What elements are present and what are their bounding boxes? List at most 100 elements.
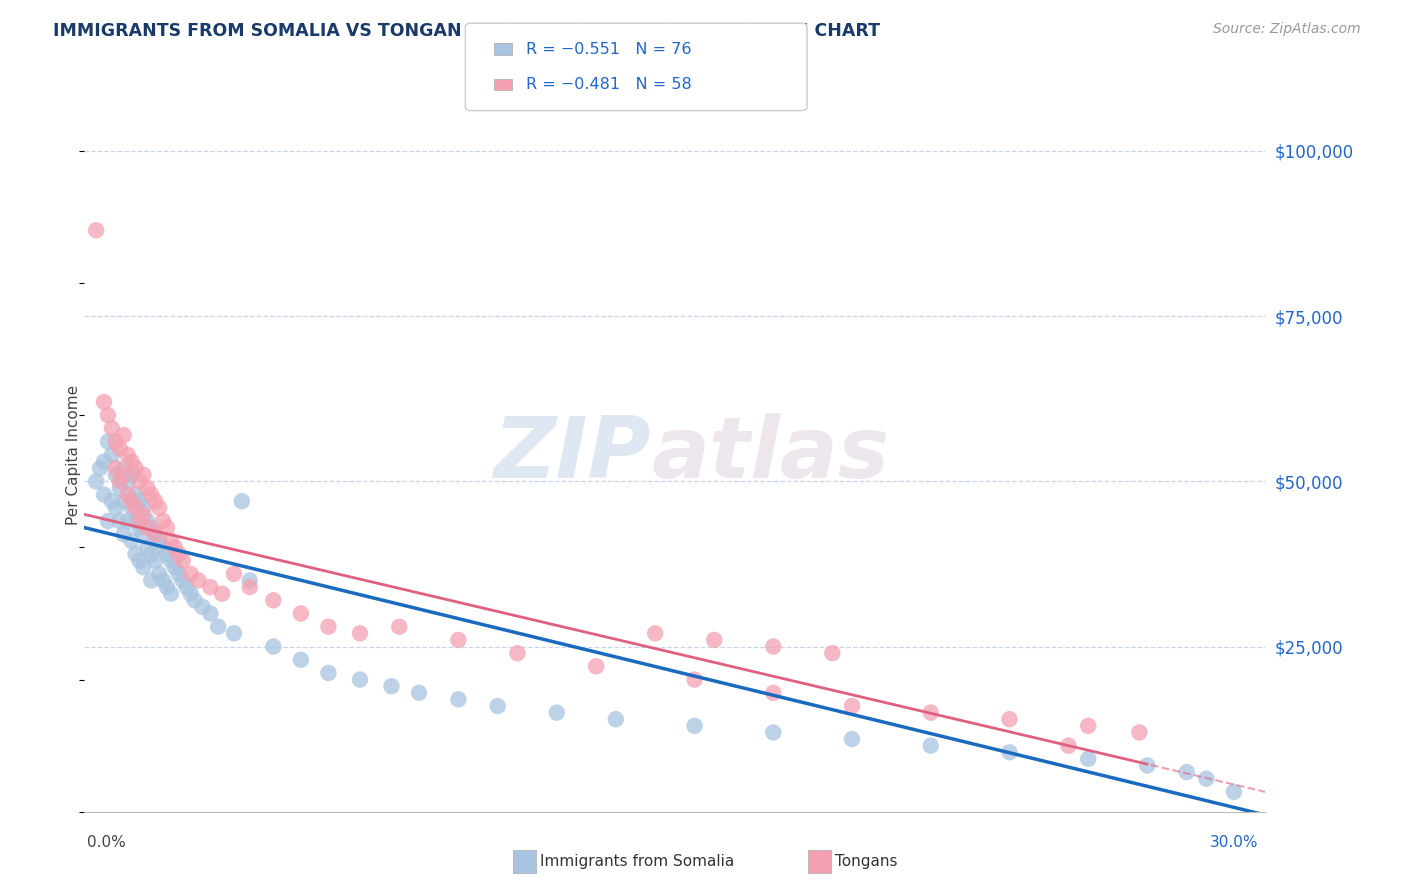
Point [132,508,155,522]
Point [112,428,135,442]
Point [262,593,284,607]
Point [97,514,120,528]
Text: R = −0.481   N = 58: R = −0.481 N = 58 [526,77,692,92]
Text: atlas: atlas [651,413,890,497]
Point [121,533,143,548]
Point [121,454,143,468]
Point [222,566,245,581]
Point [998,712,1021,726]
Point [108,481,131,495]
Point [124,547,146,561]
Text: 0.0%: 0.0% [87,836,127,850]
Point [703,632,725,647]
Point [148,533,170,548]
Point [89,461,111,475]
Point [762,725,785,739]
Point [108,514,131,528]
Point [84,475,107,489]
Point [683,719,706,733]
Point [262,640,284,654]
Text: R = −0.551   N = 76: R = −0.551 N = 76 [526,42,692,57]
Point [143,527,166,541]
Point [318,665,340,680]
Text: Tongans: Tongans [835,855,897,869]
Point [1195,772,1218,786]
Point [136,481,159,495]
Point [683,673,706,687]
Point [124,487,146,501]
Point [163,560,186,574]
Point [136,541,159,555]
Point [93,487,115,501]
Point [136,520,159,534]
Point [121,494,143,508]
Point [112,461,135,475]
Point [408,686,430,700]
Point [167,547,190,561]
Point [104,434,127,449]
Point [84,223,107,237]
Point [124,500,146,515]
Point [762,640,785,654]
Point [143,494,166,508]
Point [318,620,340,634]
Point [112,494,135,508]
Point [132,500,155,515]
Point [104,467,127,482]
Point [143,527,166,541]
Point [117,475,139,489]
Y-axis label: Per Capita Income: Per Capita Income [66,384,82,525]
Point [141,547,163,561]
Point [239,580,262,594]
Text: Immigrants from Somalia: Immigrants from Somalia [540,855,734,869]
Point [176,580,198,594]
Point [1223,785,1246,799]
Point [239,574,262,588]
Point [841,698,863,713]
Point [104,500,127,515]
Point [172,574,194,588]
Point [93,454,115,468]
Point [128,520,150,534]
Point [821,646,844,660]
Point [101,494,124,508]
Point [124,461,146,475]
Point [112,527,135,541]
Point [349,626,371,640]
Point [290,607,312,621]
Point [762,686,785,700]
Point [128,494,150,508]
Point [546,706,568,720]
Point [506,646,529,660]
Point [180,566,202,581]
Point [447,692,470,706]
Point [160,533,183,548]
Point [388,620,411,634]
Point [1077,752,1099,766]
Point [1077,719,1099,733]
Point [1128,725,1150,739]
Point [349,673,371,687]
Point [93,395,115,409]
Point [121,500,143,515]
Point [148,566,170,581]
Text: IMMIGRANTS FROM SOMALIA VS TONGAN PER CAPITA INCOME CORRELATION CHART: IMMIGRANTS FROM SOMALIA VS TONGAN PER CA… [53,22,880,40]
Point [141,574,163,588]
Point [143,554,166,568]
Point [101,421,124,435]
Point [132,527,155,541]
Point [128,554,150,568]
Point [117,448,139,462]
Point [920,739,942,753]
Point [128,475,150,489]
Point [167,566,190,581]
Point [141,487,163,501]
Point [222,626,245,640]
Point [104,461,127,475]
Point [605,712,627,726]
Point [156,547,179,561]
Point [207,620,229,634]
Point [97,409,120,423]
Point [290,653,312,667]
Point [183,593,205,607]
